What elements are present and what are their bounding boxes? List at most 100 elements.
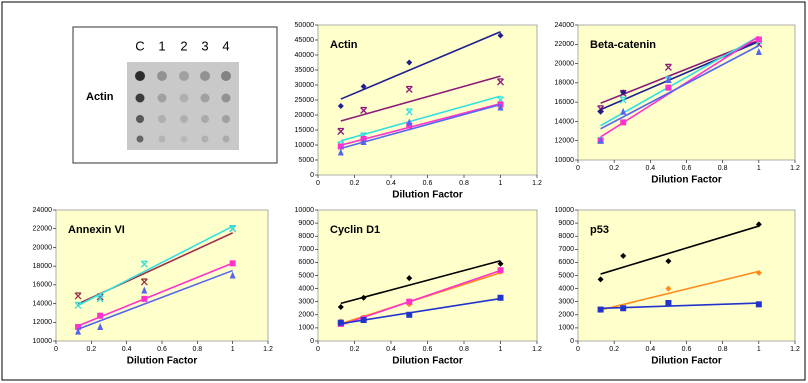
- y-tick-label: 8000: [558, 233, 574, 240]
- x-tick-label: 0.6: [423, 180, 433, 187]
- x-tick-label: 0.8: [459, 346, 469, 353]
- blot-dot: [135, 71, 145, 81]
- y-tick-label: 22000: [33, 226, 53, 233]
- y-tick-label: 1000: [298, 325, 314, 332]
- y-tick-label: 14000: [33, 300, 53, 307]
- y-tick-label: 12000: [555, 138, 575, 145]
- point: [141, 296, 147, 302]
- x-tick-label: 0.4: [645, 165, 655, 172]
- blot-dot: [200, 71, 210, 81]
- blot-dot: [136, 115, 144, 123]
- blot-dot: [179, 71, 189, 81]
- x-tick-label: 0.2: [350, 346, 360, 353]
- x-tick-label: 0.6: [682, 346, 692, 353]
- blot-dot: [223, 136, 230, 143]
- point: [338, 320, 344, 326]
- chart-title: Annexin VI: [68, 224, 125, 236]
- blot-dot: [159, 136, 166, 143]
- blot-column-label: 3: [201, 38, 208, 53]
- y-tick-label: 12000: [33, 319, 53, 326]
- point: [756, 301, 762, 307]
- x-tick-label: 0.8: [192, 346, 202, 353]
- blot-panel: Actin: [73, 27, 277, 163]
- x-tick-label: 1: [499, 346, 503, 353]
- figure: Actin C123405000100001500020000250003000…: [0, 0, 808, 383]
- blot-label: Actin: [86, 91, 114, 103]
- point: [97, 313, 103, 319]
- y-tick-label: 4000: [298, 285, 314, 292]
- blot-dot: [181, 136, 188, 143]
- blot-column-label: 1: [158, 38, 165, 53]
- blot-dot: [157, 71, 167, 81]
- x-axis-label: Dilution Factor: [651, 175, 722, 186]
- y-tick-label: 5000: [298, 157, 314, 164]
- blot-dot: [201, 94, 210, 103]
- y-tick-label: 10000: [555, 157, 575, 164]
- y-tick-label: 3000: [558, 299, 574, 306]
- x-tick-label: 0: [316, 346, 320, 353]
- blot-dot: [158, 115, 166, 123]
- y-tick-label: 20000: [33, 244, 53, 251]
- point: [406, 299, 412, 305]
- y-tick-label: 7000: [298, 246, 314, 253]
- blot-dot: [222, 94, 231, 103]
- blot-column-label: 2: [180, 38, 187, 53]
- chart-title: Beta-catenin: [590, 39, 656, 51]
- x-tick-label: 0.4: [645, 346, 655, 353]
- x-tick-label: 1: [231, 346, 235, 353]
- blot-dot: [137, 136, 144, 143]
- y-tick-label: 35000: [295, 67, 315, 74]
- y-tick-label: 40000: [295, 52, 315, 59]
- chart-title: Actin: [330, 39, 358, 51]
- x-tick-label: 0.8: [718, 165, 728, 172]
- x-tick-label: 0.2: [86, 346, 96, 353]
- y-tick-label: 16000: [33, 282, 53, 289]
- x-tick-label: 1.2: [790, 165, 800, 172]
- x-tick-label: 0: [316, 180, 320, 187]
- x-tick-label: 0.2: [350, 180, 360, 187]
- y-tick-label: 0: [310, 338, 314, 345]
- blot-column-label: C: [135, 38, 144, 53]
- y-tick-label: 5000: [298, 272, 314, 279]
- page: {"blot":{"columns":["C","1","2","3","4"]…: [0, 0, 808, 383]
- blot-dot: [201, 115, 209, 123]
- x-tick-label: 0.4: [386, 346, 396, 353]
- blot-dot: [222, 115, 230, 123]
- x-tick-label: 0.2: [609, 165, 619, 172]
- x-tick-label: 0.8: [718, 346, 728, 353]
- y-tick-label: 7000: [558, 246, 574, 253]
- x-tick-label: 0: [54, 346, 58, 353]
- y-tick-label: 45000: [295, 37, 315, 44]
- x-tick-label: 1.2: [790, 346, 800, 353]
- x-tick-label: 0.6: [157, 346, 167, 353]
- y-tick-label: 2000: [558, 312, 574, 319]
- x-tick-label: 1.2: [532, 346, 542, 353]
- x-tick-label: 0.4: [122, 346, 132, 353]
- chart-title: p53: [590, 224, 609, 236]
- y-tick-label: 18000: [33, 263, 53, 270]
- x-tick-label: 1: [499, 180, 503, 187]
- y-tick-label: 0: [570, 338, 574, 345]
- chart-title: Cyclin D1: [330, 224, 380, 236]
- y-tick-label: 16000: [555, 99, 575, 106]
- point: [620, 305, 626, 311]
- x-tick-label: 0.4: [386, 180, 396, 187]
- point: [756, 36, 762, 42]
- y-tick-label: 8000: [298, 233, 314, 240]
- y-tick-label: 1000: [558, 325, 574, 332]
- y-tick-label: 24000: [33, 207, 53, 214]
- y-tick-label: 20000: [555, 60, 575, 67]
- x-tick-label: 0.2: [609, 346, 619, 353]
- y-tick-label: 10000: [555, 207, 575, 214]
- blot-dot: [180, 115, 188, 123]
- y-tick-label: 10000: [295, 142, 315, 149]
- y-tick-label: 18000: [555, 80, 575, 87]
- blot-dot: [202, 136, 209, 143]
- point: [498, 295, 504, 301]
- blot-dot: [158, 94, 167, 103]
- x-tick-label: 0: [576, 346, 580, 353]
- point: [230, 260, 236, 266]
- point: [361, 317, 367, 323]
- point: [598, 307, 604, 313]
- y-tick-label: 24000: [555, 22, 575, 29]
